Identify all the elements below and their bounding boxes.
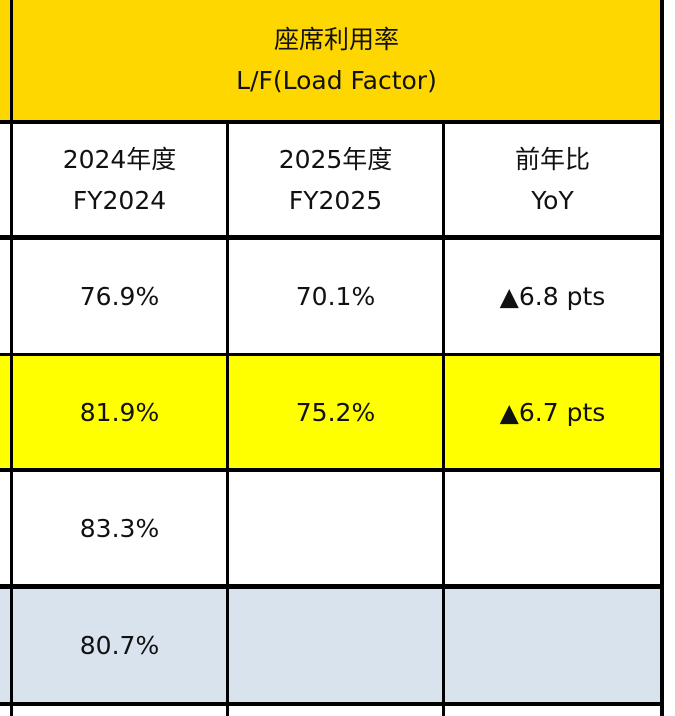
left-edge-strip-row-2 <box>0 354 10 470</box>
left-edge-strip-colhead <box>0 120 10 237</box>
table-cell-row-1-fy2025: 70.1% <box>229 240 442 353</box>
grid-line-left <box>10 0 13 716</box>
column-header-yoy-en: YoY <box>531 185 574 215</box>
grid-line-row-2-bottom <box>0 468 664 472</box>
column-header-fy2024: 2024年度 FY2024 <box>13 124 226 235</box>
column-header-fy2024-en: FY2024 <box>72 185 167 215</box>
table-title-en: L/F(Load Factor) <box>236 66 437 95</box>
table-cell-row-2-fy2025: 75.2% <box>229 356 442 468</box>
column-header-yoy-ja: 前年比 <box>514 144 590 174</box>
table-cell-row-1-yoy: ▲6.8 pts <box>445 240 660 353</box>
grid-line-right <box>660 0 664 716</box>
table-cell-row-3-yoy <box>445 472 660 584</box>
column-header-yoy: 前年比 YoY <box>445 124 660 235</box>
left-edge-strip-row-1 <box>0 237 10 354</box>
column-header-fy2025: 2025年度 FY2025 <box>229 124 442 235</box>
grid-line-colhead-bottom <box>0 235 664 240</box>
column-header-fy2025-en: FY2025 <box>288 185 383 215</box>
grid-line-row-4-bottom <box>0 702 664 706</box>
left-edge-strip-row-3 <box>0 470 10 586</box>
table-title-ja: 座席利用率 <box>273 25 399 54</box>
grid-line-row-1-bottom <box>0 353 664 356</box>
table-cell-row-4-fy2024: 80.7% <box>13 589 226 702</box>
table-cell-row-2-fy2024: 81.9% <box>13 356 226 468</box>
table-title-cell: 座席利用率 L/F(Load Factor) <box>13 0 660 120</box>
table-cell-row-3-fy2025 <box>229 472 442 584</box>
column-header-fy2025-ja: 2025年度 <box>278 144 393 174</box>
table-cell-row-1-fy2024: 76.9% <box>13 240 226 353</box>
grid-line-header-bottom <box>0 120 664 124</box>
grid-line-col-2 <box>442 120 445 716</box>
table-cell-row-3-fy2024: 83.3% <box>13 472 226 584</box>
table-cell-row-4-yoy <box>445 589 660 702</box>
table-cell-row-2-yoy: ▲6.7 pts <box>445 356 660 468</box>
table-cell-row-4-fy2025 <box>229 589 442 702</box>
left-edge-strip-header <box>0 0 10 120</box>
column-header-fy2024-ja: 2024年度 <box>62 144 177 174</box>
left-edge-strip-row-4 <box>0 586 10 704</box>
grid-line-row-3-bottom <box>0 584 664 589</box>
grid-line-col-1 <box>226 120 229 716</box>
